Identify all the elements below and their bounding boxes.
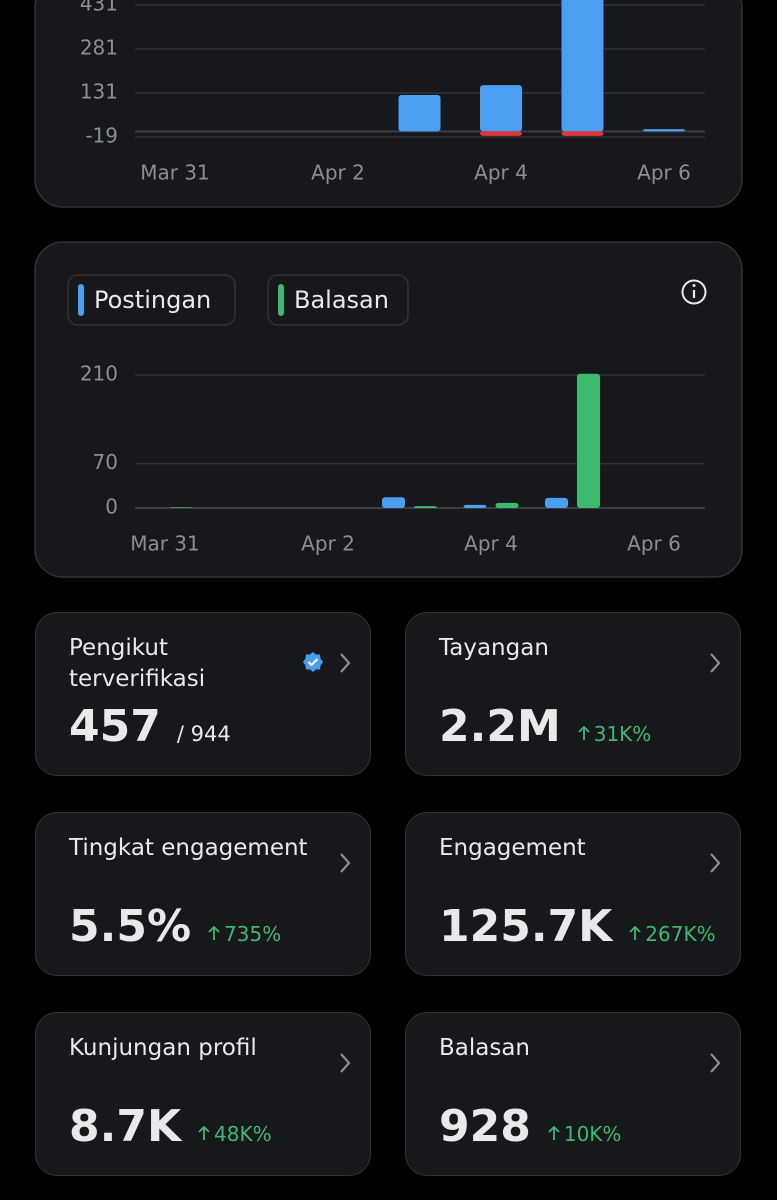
stat-title: Tingkat engagement <box>69 835 308 861</box>
chevron-icon <box>708 851 722 879</box>
up-arrow <box>547 1122 564 1146</box>
up-arrow <box>197 1122 214 1146</box>
bar <box>561 131 604 136</box>
verified-badge <box>302 651 324 677</box>
stat-title: Kunjungan profil <box>69 1035 257 1061</box>
bar <box>169 507 193 508</box>
stat-card[interactable]: Tayangan 2.2M 31K% <box>405 612 741 776</box>
legend-chip <box>267 274 409 326</box>
change-text: 31K% <box>593 722 652 746</box>
stat-value-row: 5.5% 735% <box>69 901 281 952</box>
stat-title: Tayangan <box>439 635 549 661</box>
x-tick-label: Apr 4 <box>474 161 528 185</box>
x-tick-label: Apr 6 <box>627 532 681 556</box>
chevron-icon <box>338 651 352 679</box>
x-tick-label: Mar 31 <box>140 161 210 185</box>
stat-value-row: 8.7K 48K% <box>69 1101 272 1152</box>
legend-swatch <box>278 284 284 316</box>
chevron-icon <box>708 651 722 679</box>
stat-change: 267K% <box>628 922 716 946</box>
stat-card[interactable]: Balasan 928 10K% <box>405 1012 741 1176</box>
change-text: 267K% <box>645 922 716 946</box>
stat-title: Engagement <box>439 835 586 861</box>
bar <box>382 497 405 508</box>
x-tick-label: Mar 31 <box>130 532 200 556</box>
bar <box>414 506 437 508</box>
legend-label: Balasan <box>294 286 389 314</box>
stat-value-row: 125.7K 267K% <box>439 901 716 952</box>
stat-card[interactable]: Engagement 125.7K 267K% <box>405 812 741 976</box>
stat-change: 10K% <box>547 1122 622 1146</box>
legend-swatch <box>78 284 84 316</box>
bar <box>643 129 685 132</box>
bar <box>463 504 487 508</box>
y-tick-label: 0 <box>105 495 118 519</box>
stat-value: 125.7K <box>439 901 613 952</box>
stat-value: 8.7K <box>69 1101 182 1152</box>
stat-value-row: 928 10K% <box>439 1101 621 1152</box>
stat-value: 457 <box>69 701 161 752</box>
x-tick-label: Apr 2 <box>301 532 355 556</box>
top-chart: -19 131 281 431 Mar 31 Apr 2 Apr 4 Apr 6 <box>80 0 705 185</box>
chevron-icon <box>338 851 352 879</box>
stat-value: 5.5% <box>69 901 192 952</box>
stat-suffix: / 944 <box>176 722 231 746</box>
stat-title: Balasan <box>439 1035 531 1061</box>
stat-card[interactable]: Pengikut terverifikasi 457 / 944 <box>35 612 371 776</box>
stat-card[interactable]: Tingkat engagement 5.5% 735% <box>35 812 371 976</box>
info-icon[interactable] <box>681 279 707 305</box>
chevron-icon <box>338 1051 352 1079</box>
stat-title: Pengikut terverifikasi <box>69 635 206 692</box>
info-icon-dot <box>692 284 696 287</box>
y-tick-label: 131 <box>80 80 118 104</box>
stat-value-row: 457 / 944 <box>69 701 231 752</box>
legend-label: Postingan <box>94 286 211 314</box>
up-arrow <box>207 922 224 946</box>
stat-change: 31K% <box>577 722 652 746</box>
bar <box>398 95 441 132</box>
x-tick-label: Apr 2 <box>311 161 365 185</box>
change-text: 10K% <box>563 1122 622 1146</box>
stat-change: 735% <box>207 922 281 946</box>
bar <box>577 373 600 508</box>
stat-change: 48K% <box>197 1122 272 1146</box>
stat-value: 928 <box>439 1101 531 1152</box>
y-tick-label: 210 <box>80 362 118 386</box>
x-tick-label: Apr 4 <box>464 532 518 556</box>
up-arrow <box>628 922 645 946</box>
legend-chip <box>67 274 236 326</box>
x-tick-label: Apr 6 <box>637 161 691 185</box>
bar <box>480 85 522 132</box>
bar <box>480 131 522 136</box>
y-tick-label: 431 <box>80 0 118 16</box>
up-arrow <box>577 722 594 746</box>
change-text: 735% <box>224 922 282 946</box>
bar <box>495 502 519 508</box>
stat-value-row: 2.2M 31K% <box>439 701 651 752</box>
bar <box>561 0 604 132</box>
change-text: 48K% <box>214 1122 272 1146</box>
y-tick-label: -19 <box>85 124 118 148</box>
bar <box>545 497 568 508</box>
y-tick-label: 70 <box>93 450 118 474</box>
stat-value: 2.2M <box>439 701 561 752</box>
activity-chart: 0 70 210 Mar 31 Apr 2 Apr 4 Apr 6 Postingan Bala… <box>67 274 705 556</box>
chevron-icon <box>708 1051 722 1079</box>
y-tick-label: 281 <box>80 36 118 60</box>
stat-card[interactable]: Kunjungan profil 8.7K 48K% <box>35 1012 371 1176</box>
